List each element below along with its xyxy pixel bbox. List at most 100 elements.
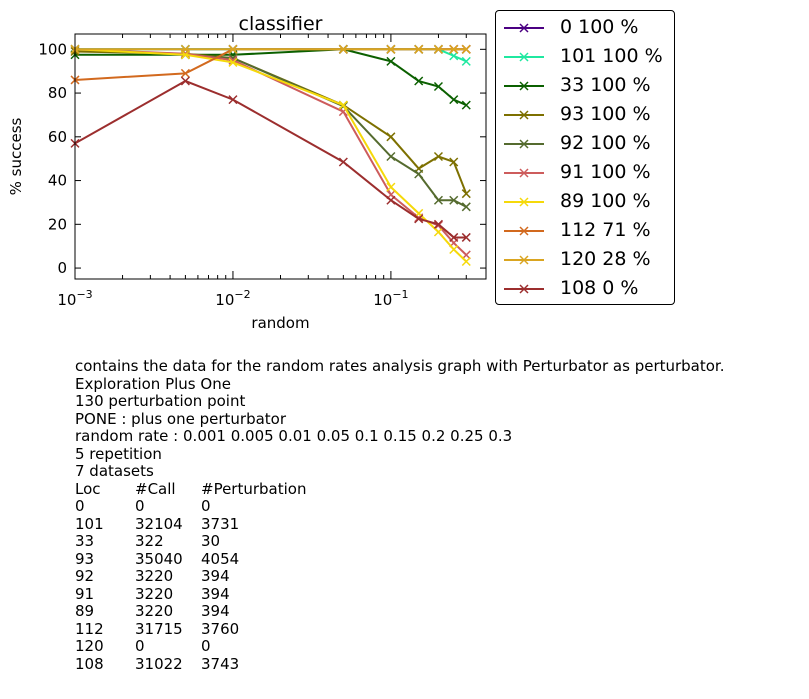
table-row: 33 322 30: [75, 532, 725, 551]
table-cell-perturbation: 30: [201, 532, 221, 550]
data-point: [414, 169, 424, 179]
y-tick-label: 80: [48, 84, 67, 102]
legend-item: 89 100 %: [496, 188, 674, 217]
series-line: [74, 79, 467, 239]
data-point: [449, 157, 459, 167]
legend-item: 108 0 %: [496, 275, 674, 304]
table-row: 93 35040 4054: [75, 549, 725, 569]
table-row: 120 0 0: [75, 637, 725, 656]
table-cell-perturbation: 4054: [201, 549, 240, 568]
legend-item: 120 28 %: [496, 246, 674, 275]
table-row: 101 32104 3731: [75, 515, 725, 534]
data-point: [449, 95, 459, 105]
table-header-row: Loc #Call #Perturbation: [75, 479, 725, 499]
legend-swatch: [504, 139, 544, 149]
table-cell-perturbation: 0: [201, 637, 211, 655]
legend-swatch: [504, 52, 544, 62]
table-header-perturbation: #Perturbation: [201, 479, 307, 498]
table-cell-call: 3220: [135, 584, 174, 603]
table-row: 91 3220 394: [75, 584, 725, 604]
legend-label: 91 100 %: [560, 161, 651, 183]
table-cell-loc: 93: [75, 549, 95, 568]
data-point: [461, 232, 471, 242]
legend-swatch: [504, 255, 544, 265]
legend-label: 89 100 %: [560, 190, 651, 212]
table-cell-loc: 0: [75, 497, 85, 515]
description-line: PONE : plus one perturbator: [75, 409, 287, 428]
table-cell-loc: 120: [75, 637, 104, 655]
data-point: [449, 232, 459, 242]
y-tick-label: 40: [48, 172, 67, 190]
y-tick-label: 60: [48, 128, 67, 146]
table-cell-call: 3220: [135, 602, 174, 620]
data-point: [386, 132, 396, 142]
table-cell-perturbation: 0: [201, 497, 211, 515]
data-point: [449, 44, 459, 54]
legend-swatch: [504, 226, 544, 236]
data-point: [433, 81, 443, 92]
data-point: [338, 44, 348, 54]
description-line: Exploration Plus One: [75, 374, 231, 393]
table-row: 108 31022 3743: [75, 654, 725, 674]
classifier-chart: classifier 0 20 40 60 80 100 10−3 10−2 10−1 random…: [7, 13, 487, 332]
table-row: 89 3220 394: [75, 602, 725, 621]
data-description: contains the data for the random rates a…: [75, 357, 725, 674]
table-cell-call: 3220: [135, 567, 174, 585]
table-cell-perturbation: 394: [201, 567, 230, 585]
legend-swatch: [504, 284, 544, 294]
data-point: [461, 56, 471, 66]
table-cell-loc: 89: [75, 602, 95, 620]
x-tick-label: 10−1: [373, 288, 408, 309]
data-point: [461, 44, 471, 54]
plot-frame: [74, 33, 487, 280]
chart-title: classifier: [239, 13, 323, 35]
data-point: [414, 76, 424, 86]
data-point: [338, 157, 348, 167]
data-point: [386, 56, 396, 66]
data-point: [461, 189, 471, 199]
data-point: [228, 57, 238, 67]
legend-swatch: [504, 23, 544, 33]
table-row: 112 31715 3760: [75, 619, 725, 639]
table-cell-perturbation: 3743: [201, 654, 240, 673]
table-cell-call: 35040: [135, 549, 183, 568]
chart-legend: 0 100 % 101 100 % 33 100 % 93 100 % 92 100 %…: [495, 10, 675, 305]
table-row: 92 3220 394: [75, 567, 725, 586]
data-point: [449, 244, 459, 254]
description-line: contains the data for the random rates a…: [75, 357, 725, 375]
data-point: [461, 202, 471, 212]
y-axis-label: % success: [7, 117, 25, 195]
x-tick-label: 10−3: [57, 288, 92, 309]
data-point: [433, 44, 443, 54]
data-point: [338, 100, 348, 110]
legend-swatch: [504, 110, 544, 120]
table-cell-call: 322: [135, 532, 164, 550]
legend-item: 93 100 %: [496, 101, 674, 130]
table-cell-loc: 91: [75, 584, 95, 603]
series-line: [74, 48, 467, 256]
data-point: [461, 100, 471, 110]
legend-label: 120 28 %: [560, 248, 651, 270]
table-cell-call: 31715: [135, 619, 183, 638]
description-line: 130 perturbation point: [75, 392, 246, 410]
data-point: [386, 44, 396, 54]
data-point: [386, 182, 396, 192]
data-point: [180, 76, 190, 86]
data-point: [461, 256, 471, 267]
data-point: [228, 44, 238, 54]
table-cell-loc: 92: [75, 567, 95, 585]
legend-item: 0 100 %: [496, 14, 674, 43]
data-point: [433, 151, 443, 162]
legend-item: 91 100 %: [496, 159, 674, 188]
legend-label: 0 100 %: [560, 16, 639, 38]
legend-label: 92 100 %: [560, 132, 651, 154]
table-cell-call: 0: [135, 637, 145, 655]
table-cell-loc: 108: [75, 654, 104, 673]
data-point: [449, 51, 459, 61]
data-point: [386, 195, 396, 205]
legend-label: 112 71 %: [560, 219, 651, 241]
legend-label: 93 100 %: [560, 103, 651, 125]
legend-item: 101 100 %: [496, 43, 674, 72]
data-point: [433, 195, 443, 205]
table-cell-perturbation: 3760: [201, 619, 240, 638]
